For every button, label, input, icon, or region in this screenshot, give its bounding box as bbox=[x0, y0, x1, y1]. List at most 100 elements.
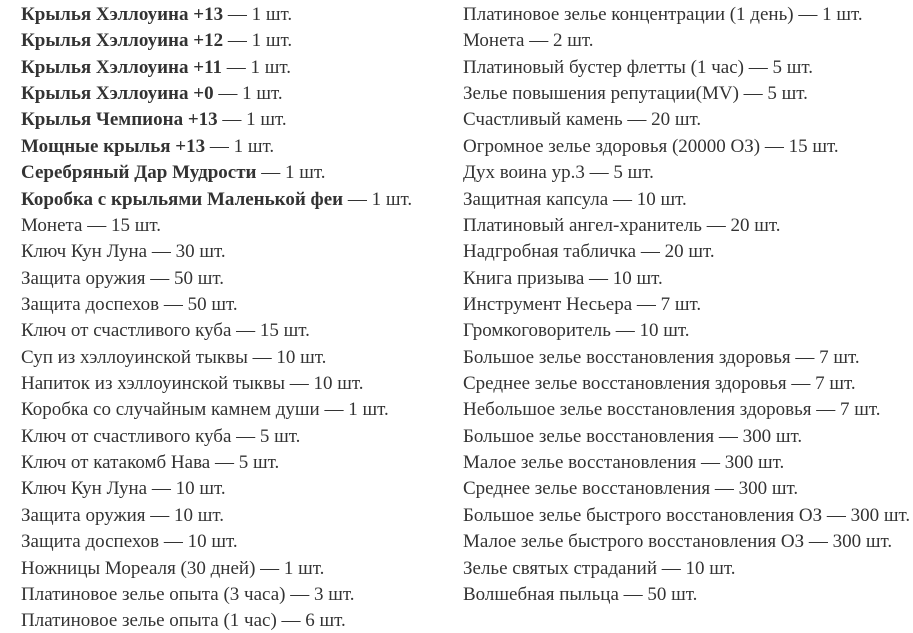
item-row: Ключ Кун Луна — 30 шт. bbox=[21, 239, 451, 265]
item-count: — 300 шт. bbox=[714, 425, 803, 447]
item-row: Защита доспехов — 10 шт. bbox=[21, 529, 451, 555]
item-count: — 10 шт. bbox=[145, 504, 225, 526]
item-count: — 5 шт. bbox=[584, 162, 654, 184]
item-name: Небольшое зелье восстановления здоровья bbox=[463, 399, 812, 421]
item-name: Мощные крылья +13 bbox=[21, 135, 206, 157]
item-name: Большое зелье быстрого восстановления ОЗ bbox=[463, 504, 823, 526]
item-count: — 20 шт. bbox=[701, 214, 781, 236]
item-count: — 7 шт. bbox=[811, 399, 881, 421]
item-count: — 7 шт. bbox=[632, 293, 702, 315]
item-count: — 7 шт. bbox=[786, 373, 856, 395]
item-row: Большое зелье восстановления здоровья — … bbox=[463, 345, 908, 371]
item-count: — 10 шт. bbox=[657, 557, 736, 579]
item-name: Малое зелье восстановления bbox=[463, 452, 697, 474]
item-count: — 5 шт. bbox=[210, 452, 280, 474]
item-row: Монета — 2 шт. bbox=[463, 28, 908, 54]
item-name: Защита доспехов bbox=[21, 531, 160, 553]
item-row: Инструмент Несьера — 7 шт. bbox=[463, 292, 908, 318]
item-row: Суп из хэллоуинской тыквы — 10 шт. bbox=[21, 345, 451, 371]
item-count: — 5 шт. bbox=[744, 56, 814, 78]
item-name: Защита оружия bbox=[21, 267, 146, 289]
item-name: Надгробная табличка bbox=[463, 241, 637, 263]
item-count: — 3 шт. bbox=[285, 583, 355, 605]
item-row: Небольшое зелье восстановления здоровья … bbox=[463, 397, 908, 423]
item-count: — 10 шт. bbox=[610, 320, 690, 342]
item-row: Ключ от счастливого куба — 5 шт. bbox=[21, 424, 451, 450]
item-count: — 5 шт. bbox=[738, 83, 808, 105]
item-name: Коробка с крыльями Маленькой феи bbox=[21, 188, 344, 210]
item-row: Крылья Чемпиона +13 — 1 шт. bbox=[21, 107, 451, 133]
item-count: — 50 шт. bbox=[145, 267, 225, 289]
item-name: Крылья Хэллоуина +11 bbox=[21, 56, 223, 78]
item-name: Счастливый камень bbox=[463, 109, 623, 131]
item-name: Серебряный Дар Мудрости bbox=[21, 162, 257, 184]
item-count: — 1 шт. bbox=[255, 557, 325, 579]
item-name: Малое зелье быстрого восстановления ОЗ bbox=[463, 531, 805, 553]
item-name: Ключ от катакомб Нава bbox=[21, 452, 211, 474]
item-row: Защита оружия — 10 шт. bbox=[21, 503, 451, 529]
item-row: Крылья Хэллоуина +0 — 1 шт. bbox=[21, 81, 451, 107]
item-count: — 10 шт. bbox=[584, 267, 663, 289]
item-name: Платиновый бустер флетты (1 час) bbox=[463, 56, 745, 78]
item-row: Среднее зелье восстановления — 300 шт. bbox=[463, 476, 908, 502]
item-name: Среднее зелье восстановления bbox=[463, 478, 711, 500]
item-count: — 300 шт. bbox=[710, 478, 799, 500]
item-count: — 1 шт. bbox=[793, 4, 863, 25]
item-name: Платиновое зелье концентрации (1 день) bbox=[463, 4, 794, 25]
item-row: Большое зелье восстановления — 300 шт. bbox=[463, 424, 908, 450]
item-count: — 1 шт. bbox=[213, 83, 283, 105]
item-count: — 10 шт. bbox=[159, 531, 238, 553]
item-count: — 15 шт. bbox=[231, 320, 310, 342]
item-row: Коробка со случайным камнем души — 1 шт. bbox=[21, 397, 451, 423]
item-count: — 10 шт. bbox=[285, 373, 364, 395]
item-row: Крылья Хэллоуина +11 — 1 шт. bbox=[21, 55, 451, 81]
item-name: Платиновое зелье опыта (1 час) bbox=[21, 610, 277, 632]
item-count: — 50 шт. bbox=[618, 583, 698, 605]
item-row: Ключ Кун Луна — 10 шт. bbox=[21, 476, 451, 502]
item-row: Монета — 15 шт. bbox=[21, 213, 451, 239]
item-name: Крылья Чемпиона +13 bbox=[21, 109, 218, 131]
item-row: Счастливый камень — 20 шт. bbox=[463, 107, 908, 133]
item-name: Суп из хэллоуинской тыквы bbox=[21, 346, 248, 368]
item-row: Зелье святых страданий — 10 шт. bbox=[463, 556, 908, 582]
item-name: Огромное зелье здоровья (20000 ОЗ) bbox=[463, 135, 761, 157]
item-count: — 1 шт. bbox=[256, 162, 326, 184]
item-name: Монета bbox=[463, 30, 525, 52]
item-row: Крылья Хэллоуина +12 — 1 шт. bbox=[21, 28, 451, 54]
item-count: — 1 шт. bbox=[223, 4, 293, 25]
item-name: Напиток из хэллоуинской тыквы bbox=[21, 373, 285, 395]
item-name: Крылья Хэллоуина +0 bbox=[21, 83, 214, 105]
item-count: — 10 шт. bbox=[147, 478, 226, 500]
item-name: Среднее зелье восстановления здоровья bbox=[463, 373, 787, 395]
item-count: — 1 шт. bbox=[343, 188, 413, 210]
item-count: — 1 шт. bbox=[223, 30, 293, 52]
item-name: Волшебная пыльца bbox=[463, 583, 619, 605]
item-name: Защитная капсула bbox=[463, 188, 609, 210]
item-name: Большое зелье восстановления bbox=[463, 425, 715, 447]
item-row: Ключ от счастливого куба — 15 шт. bbox=[21, 318, 451, 344]
item-count: — 300 шт. bbox=[696, 452, 785, 474]
item-count: — 10 шт. bbox=[247, 346, 327, 368]
item-row: Громкоговоритель — 10 шт. bbox=[463, 318, 908, 344]
item-count: — 1 шт. bbox=[205, 135, 275, 157]
item-name: Зелье святых страданий bbox=[463, 557, 657, 579]
item-count: — 1 шт. bbox=[222, 56, 292, 78]
item-count: — 15 шт. bbox=[760, 135, 839, 157]
item-row: Дух воина ур.3 — 5 шт. bbox=[463, 160, 908, 186]
item-row: Защитная капсула — 10 шт. bbox=[463, 187, 908, 213]
item-name: Монета bbox=[21, 214, 83, 236]
item-name: Большое зелье восстановления здоровья bbox=[463, 346, 791, 368]
item-name: Зелье повышения репутации(MV) bbox=[463, 83, 739, 105]
item-row: Малое зелье быстрого восстановления ОЗ —… bbox=[463, 529, 908, 555]
item-count: — 50 шт. bbox=[159, 293, 238, 315]
item-row: Надгробная табличка — 20 шт. bbox=[463, 239, 908, 265]
item-name: Платиновый ангел-хранитель bbox=[463, 214, 702, 236]
item-row: Крылья Хэллоуина +13 — 1 шт. bbox=[21, 2, 451, 28]
item-name: Защита оружия bbox=[21, 504, 146, 526]
item-count: — 30 шт. bbox=[147, 241, 226, 263]
item-row: Платиновый ангел-хранитель — 20 шт. bbox=[463, 213, 908, 239]
item-count: — 1 шт. bbox=[319, 399, 389, 421]
item-row: Платиновое зелье опыта (3 часа) — 3 шт. bbox=[21, 582, 451, 608]
item-count: — 6 шт. bbox=[276, 610, 346, 632]
